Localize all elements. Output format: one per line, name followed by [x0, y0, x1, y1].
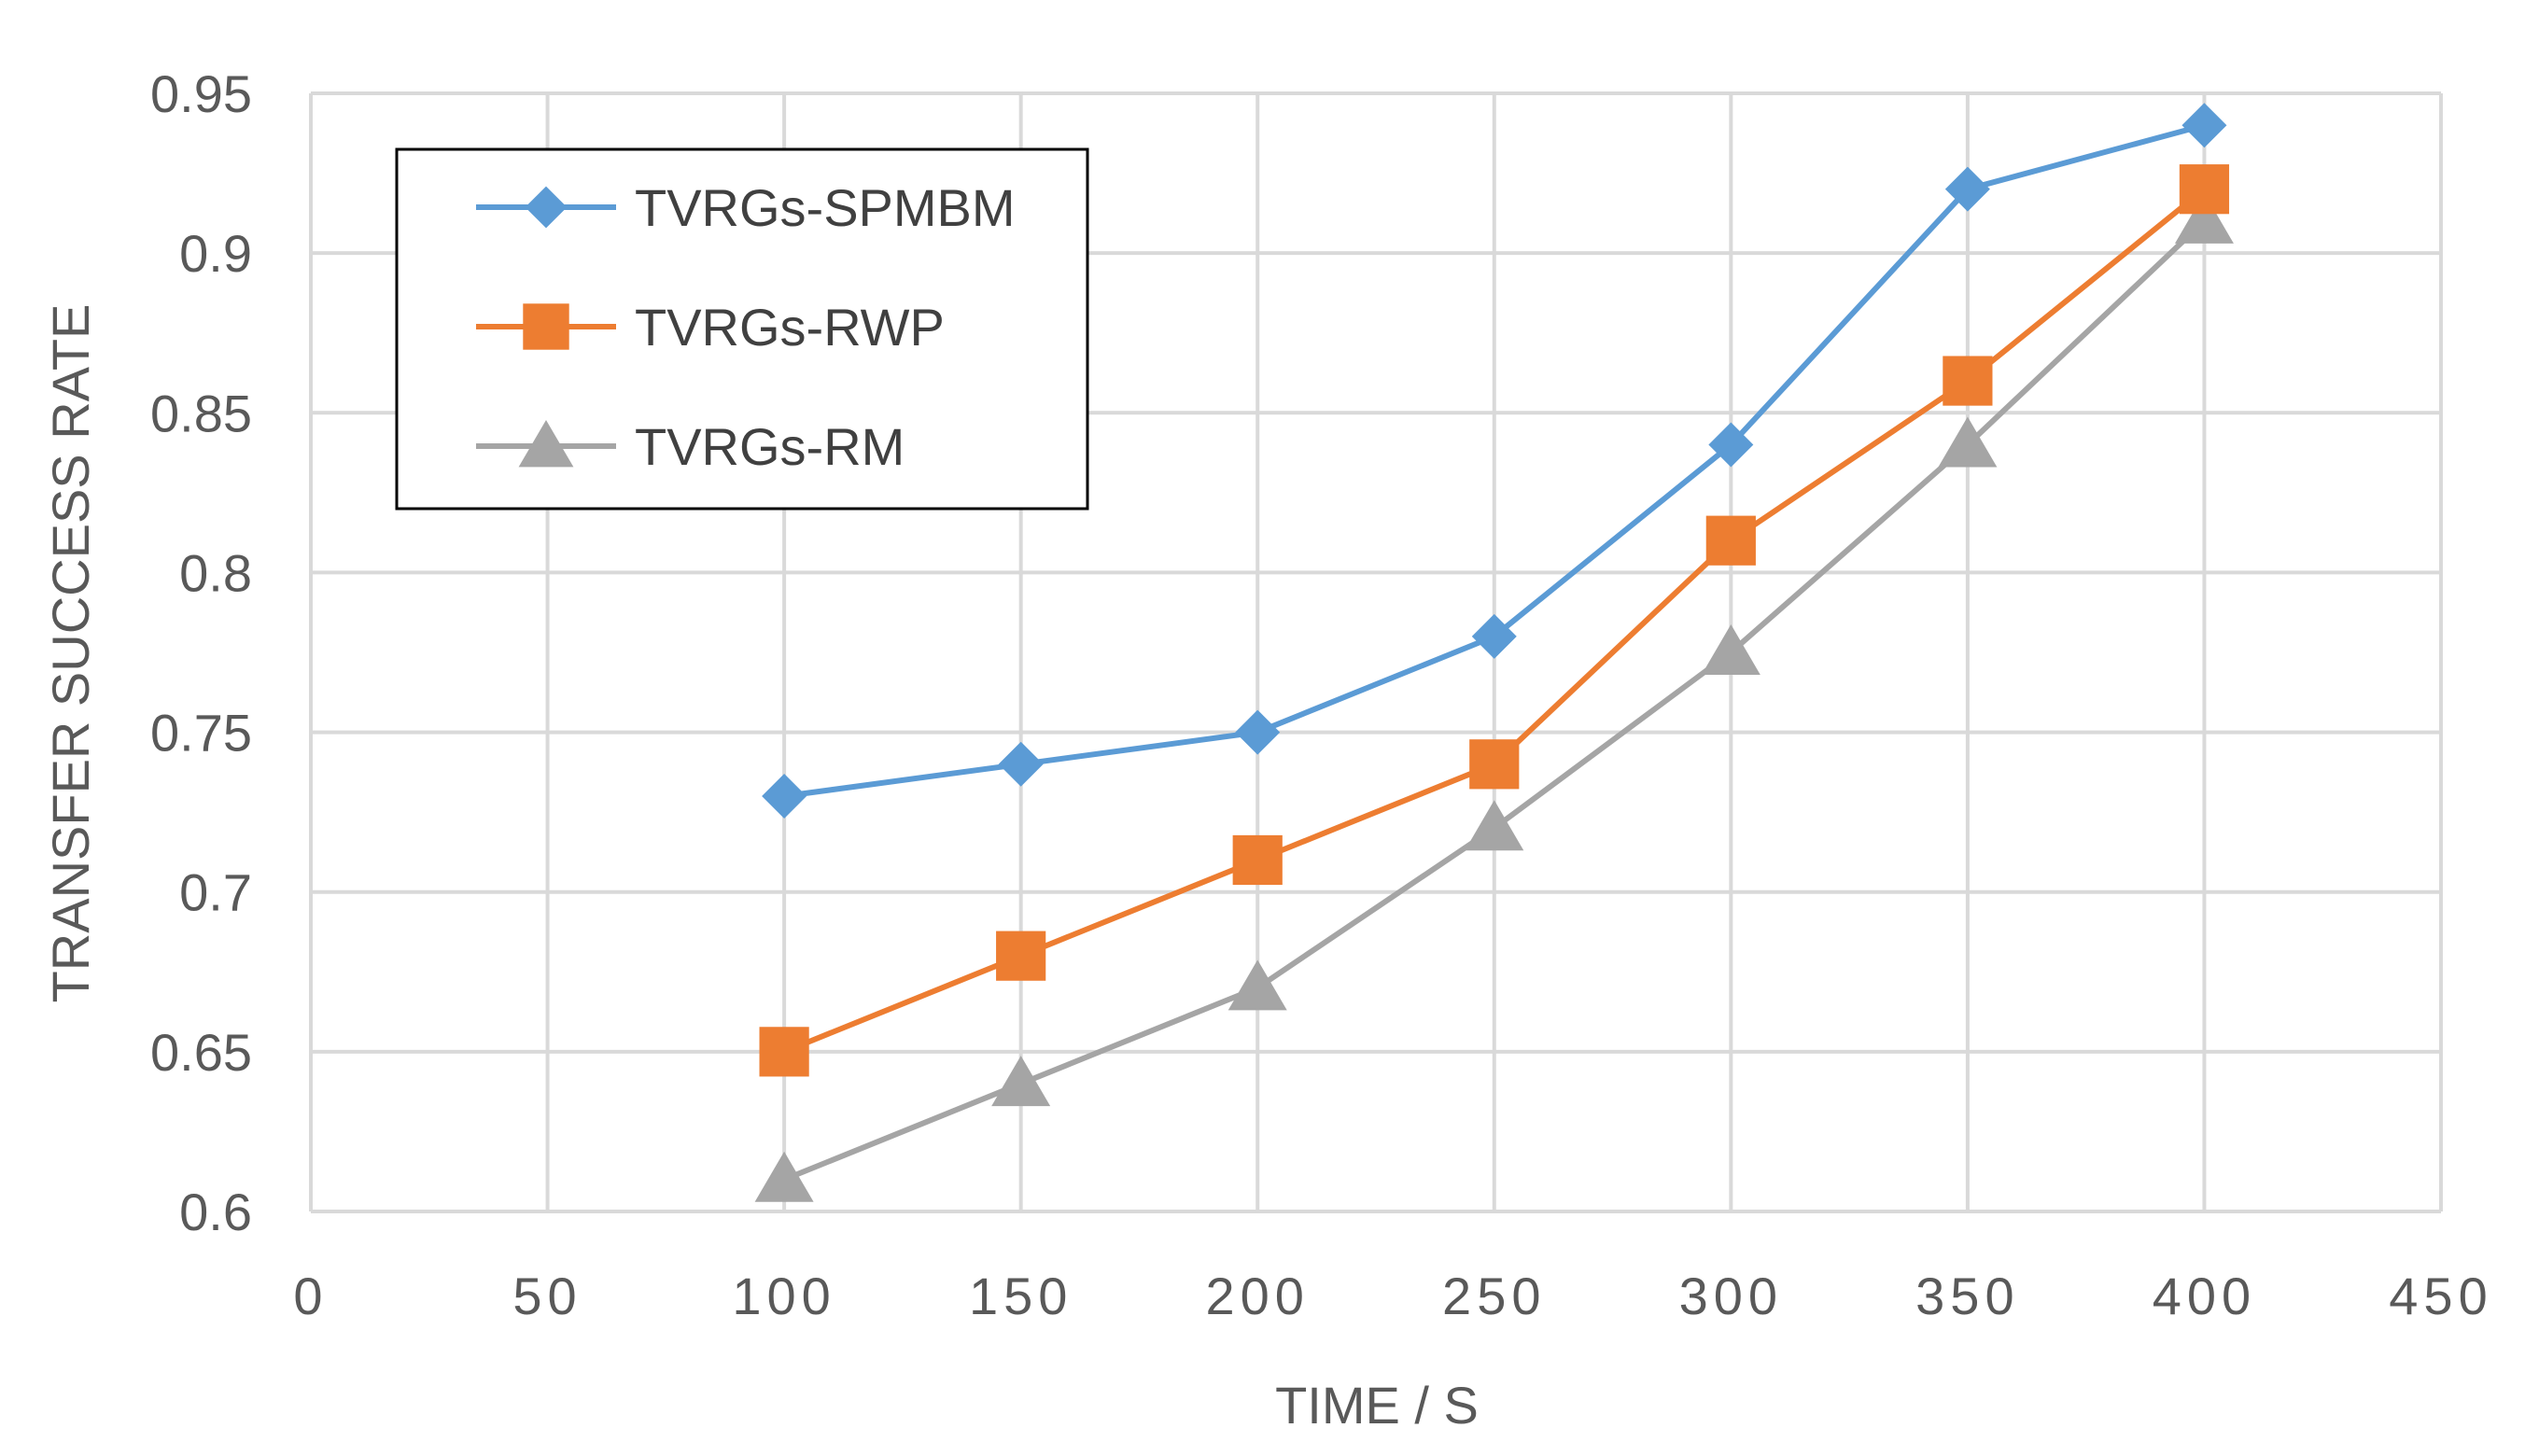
- data-point: [1235, 709, 1281, 755]
- legend: TVRGs-SPMBM TVRGs-RWP TVRGs-RM: [395, 147, 1089, 511]
- data-point: [1232, 834, 1283, 886]
- y-tick-label: 0.9: [179, 224, 252, 283]
- data-point: [991, 1056, 1051, 1107]
- series-tvrgs-rwp: [759, 164, 2230, 1077]
- legend-item: TVRGs-RWP: [476, 298, 945, 357]
- x-tick-label: 0: [293, 1267, 328, 1325]
- data-point: [1943, 356, 1993, 406]
- legend-label: TVRGs-RWP: [635, 298, 945, 357]
- series-tvrgs-rm: [754, 192, 2234, 1202]
- data-point: [2181, 103, 2227, 148]
- y-tick-label: 0.7: [179, 863, 252, 922]
- data-point: [1701, 624, 1760, 675]
- data-point: [1705, 515, 1756, 566]
- data-point: [762, 774, 807, 819]
- legend-items: TVRGs-SPMBM TVRGs-RWP TVRGs-RM: [476, 178, 1016, 476]
- data-point: [1465, 800, 1524, 851]
- legend-item: TVRGs-SPMBM: [476, 178, 1016, 237]
- data-point: [996, 931, 1046, 981]
- x-tick-label: 200: [1206, 1267, 1310, 1325]
- legend-square-icon: [523, 303, 569, 350]
- legend-item: TVRGs-RM: [476, 417, 905, 476]
- y-tick-label: 0.85: [150, 384, 252, 442]
- data-point: [1227, 959, 1287, 1011]
- data-point: [2179, 164, 2230, 215]
- data-point: [1944, 166, 1990, 212]
- y-axis-title: TRANSFER SUCCESS RATE: [41, 304, 100, 1003]
- legend-diamond-icon: [525, 186, 568, 229]
- data-point: [1469, 739, 1520, 790]
- y-axis-ticks: 0.6 0.65 0.7 0.75 0.8 0.85 0.9 0.95: [150, 64, 252, 1241]
- x-tick-label: 50: [512, 1267, 582, 1325]
- legend-label: TVRGs-RM: [635, 417, 905, 476]
- y-tick-label: 0.8: [179, 543, 252, 602]
- legend-triangle-icon: [518, 420, 574, 468]
- data-point: [1708, 422, 1754, 468]
- y-tick-label: 0.65: [150, 1023, 252, 1082]
- x-tick-label: 150: [969, 1267, 1073, 1325]
- x-axis-title: TIME / S: [1275, 1376, 1479, 1435]
- data-point: [1938, 416, 1998, 468]
- legend-label: TVRGs-SPMBM: [635, 178, 1016, 237]
- series-group: [754, 103, 2234, 1202]
- y-tick-label: 0.6: [179, 1183, 252, 1241]
- data-point: [1471, 613, 1517, 659]
- x-tick-label: 100: [732, 1267, 835, 1325]
- x-tick-label: 450: [2389, 1267, 2492, 1325]
- data-point: [759, 1027, 809, 1077]
- x-axis-ticks: 0 50 100 150 200 250 300 350 400 450: [293, 1267, 2492, 1325]
- x-tick-label: 300: [1679, 1267, 1783, 1325]
- x-tick-label: 400: [2153, 1267, 2256, 1325]
- data-point: [2174, 192, 2234, 244]
- y-tick-label: 0.75: [150, 704, 252, 763]
- x-tick-label: 350: [1915, 1267, 2019, 1325]
- series-tvrgs-spmbm: [762, 103, 2227, 819]
- data-point: [998, 741, 1044, 787]
- y-tick-label: 0.95: [150, 64, 252, 123]
- x-tick-label: 250: [1442, 1267, 1546, 1325]
- data-point: [754, 1151, 814, 1202]
